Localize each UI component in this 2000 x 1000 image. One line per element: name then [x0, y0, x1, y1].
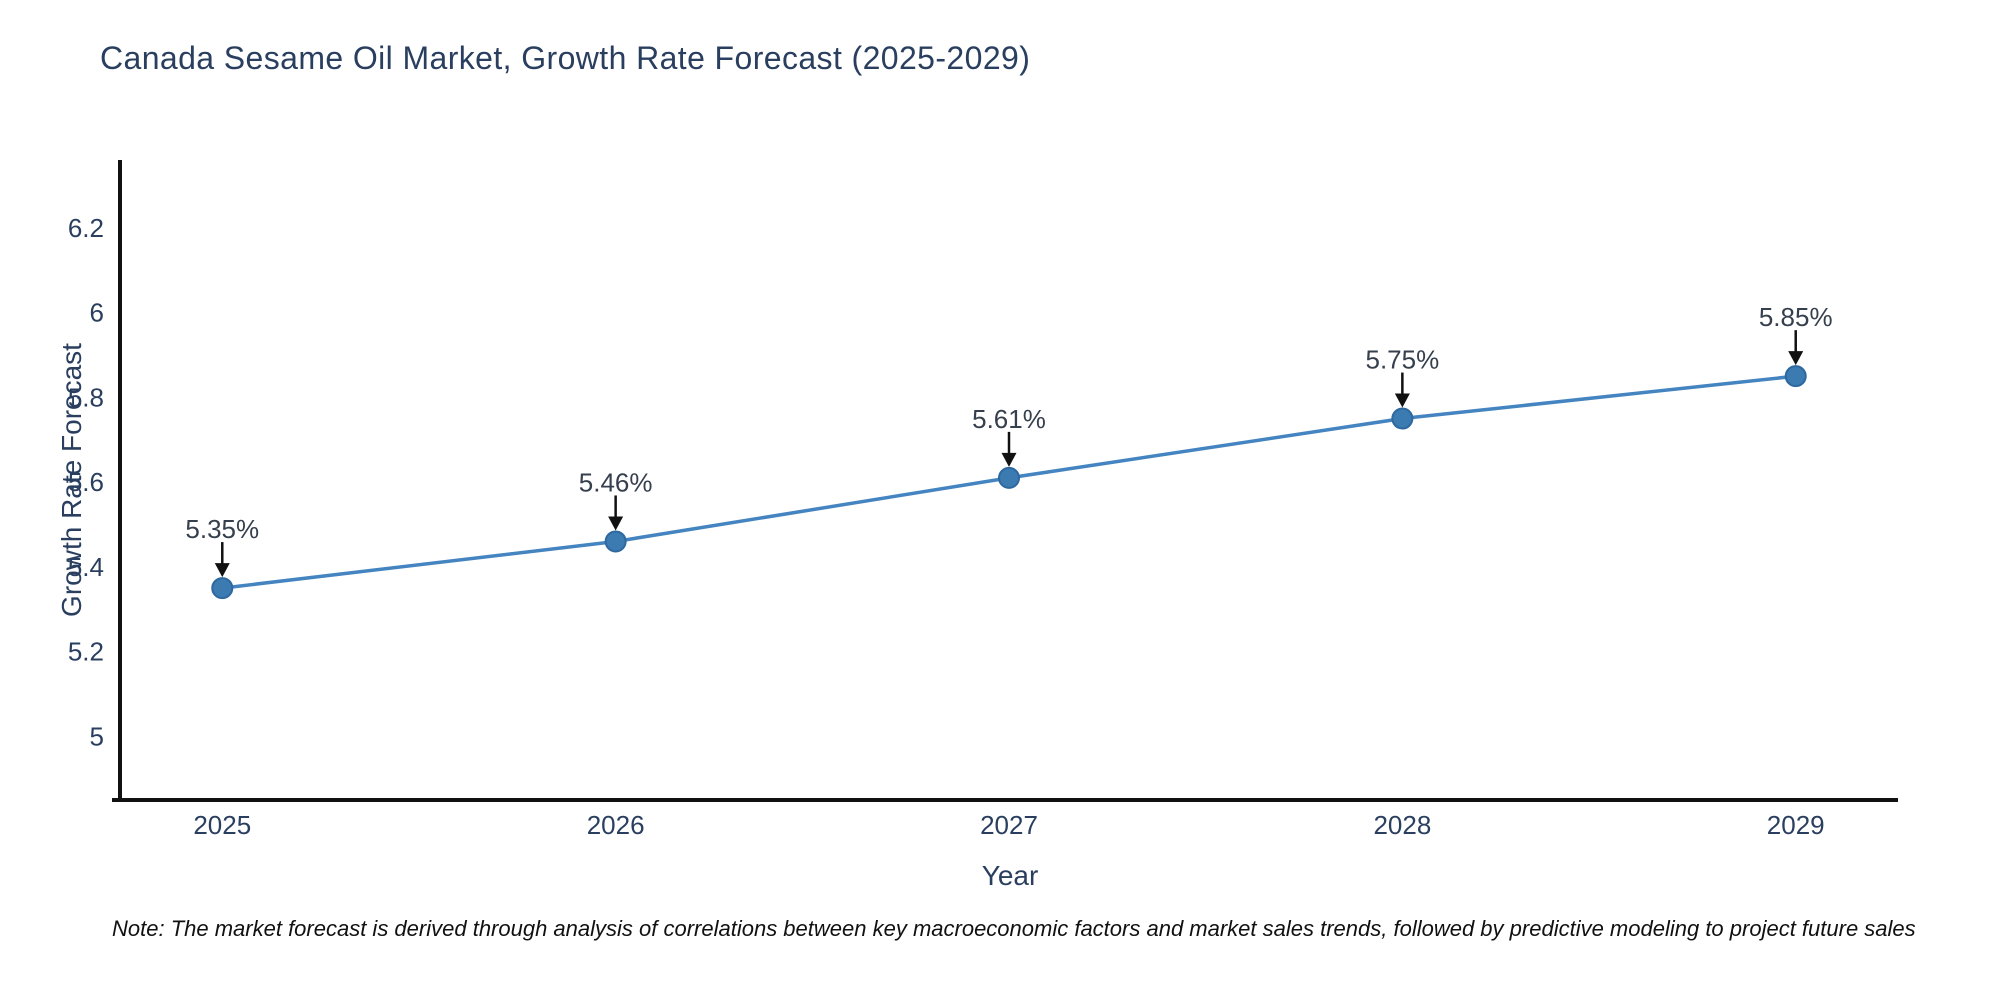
y-tick-label: 6.2 — [68, 213, 104, 243]
data-series — [211, 365, 1807, 600]
y-tick-label: 5 — [90, 721, 104, 751]
annotation-arrowhead-icon — [608, 516, 624, 531]
axis-tick-labels: 5 5.2 5.4 5.6 5.8 6 6.2 2025 2026 2027 2028 2029 — [68, 213, 1825, 840]
y-tick-label: 5.6 — [68, 467, 104, 497]
y-tick-label: 5.4 — [68, 552, 104, 582]
annotation-arrowhead-icon — [214, 563, 230, 578]
chart-title: Canada Sesame Oil Market, Growth Rate Fo… — [100, 40, 1031, 76]
data-point-marker — [998, 466, 1020, 489]
x-tick-label: 2026 — [587, 810, 645, 840]
annotation-arrowhead-icon — [1394, 393, 1410, 408]
point-annotation-label: 5.61% — [972, 404, 1046, 434]
data-point-marker — [211, 577, 234, 600]
data-point-marker — [1391, 407, 1414, 430]
point-annotation-label: 5.46% — [579, 467, 653, 497]
x-tick-label: 2025 — [193, 810, 251, 840]
point-annotation-label: 5.75% — [1365, 345, 1439, 375]
point-annotation-label: 5.85% — [1759, 302, 1833, 332]
annotation-arrowhead-icon — [1788, 351, 1804, 366]
annotation-arrowhead-icon — [1001, 452, 1017, 467]
data-point-marker — [1784, 365, 1807, 388]
point-annotations: 5.35% 5.46% 5.61% 5.75% 5.85% — [185, 302, 1833, 578]
x-tick-label: 2029 — [1767, 810, 1825, 840]
x-tick-label: 2027 — [980, 810, 1038, 840]
data-point-marker — [604, 530, 627, 553]
point-annotation-label: 5.35% — [185, 514, 259, 544]
y-tick-label: 5.2 — [68, 637, 104, 667]
x-tick-label: 2028 — [1373, 810, 1431, 840]
y-tick-label: 6 — [90, 298, 104, 328]
y-tick-label: 5.8 — [68, 382, 104, 412]
x-axis-title: Year — [981, 860, 1039, 891]
footnote: Note: The market forecast is derived thr… — [112, 916, 1916, 941]
